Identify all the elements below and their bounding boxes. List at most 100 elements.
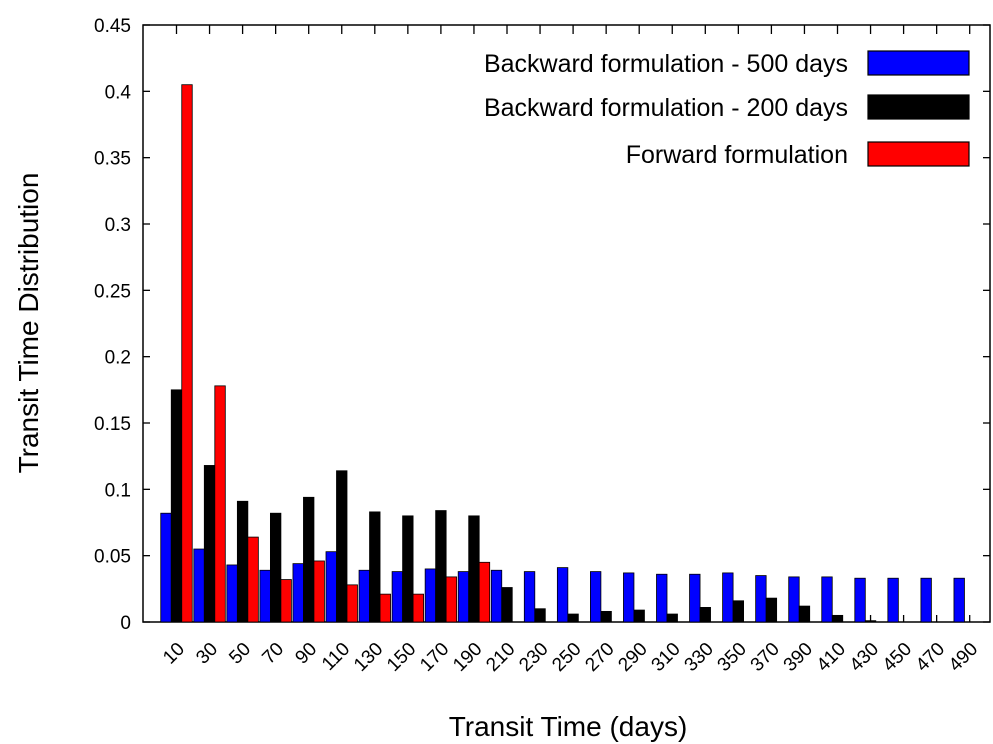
y-tick-label: 0.1 [105, 480, 131, 501]
bar-2-170 [445, 576, 458, 623]
x-tick-label: 10 [159, 639, 189, 669]
x-tick-label: 250 [548, 639, 585, 676]
bar-1-110 [336, 470, 348, 623]
bar-0-410 [821, 576, 833, 623]
legend-swatch-1 [867, 94, 970, 120]
bar-0-270 [590, 571, 602, 623]
y-axis-title: Transit Time Distribution [13, 173, 44, 474]
bar-0-290 [623, 572, 635, 623]
bar-0-390 [788, 576, 800, 623]
bar-0-470 [920, 577, 932, 623]
y-tick-label: 0.35 [94, 149, 131, 170]
bar-0-330 [689, 573, 701, 623]
x-tick-label: 450 [879, 639, 916, 676]
bar-0-90 [292, 563, 304, 623]
y-tick-label: 0.2 [105, 348, 131, 369]
y-tick-label: 0.3 [105, 215, 131, 236]
bar-1-310 [666, 613, 678, 623]
legend: Backward formulation - 500 days Backward … [484, 50, 970, 169]
x-tick-label: 390 [780, 639, 817, 676]
bar-0-370 [755, 575, 767, 623]
x-axis-title: Transit Time (days) [449, 711, 688, 742]
bar-1-410 [831, 614, 844, 623]
bar-1-150 [402, 515, 414, 623]
bar-2-10 [181, 84, 193, 623]
y-tick-label: 0.45 [94, 16, 131, 37]
x-tick-label: 90 [291, 639, 321, 669]
bar-0-130 [358, 569, 370, 623]
bar-1-130 [369, 511, 381, 623]
x-tick-label: 150 [383, 639, 420, 676]
x-tick-label: 310 [648, 639, 685, 676]
x-tick-label: 230 [515, 639, 552, 676]
x-tick-label: 490 [945, 639, 982, 676]
bar-1-50 [236, 500, 249, 623]
bar-0-190 [457, 571, 470, 623]
x-tick-label: 330 [681, 639, 718, 676]
bar-0-150 [391, 571, 404, 623]
x-tick-label: 50 [225, 639, 255, 669]
x-tick-label: 110 [318, 639, 354, 675]
bar-0-310 [656, 573, 668, 623]
x-tick-label: 410 [813, 639, 850, 676]
bar-1-10 [170, 389, 183, 623]
bar-0-430 [854, 577, 866, 623]
x-tick-label: 470 [912, 639, 949, 676]
y-tick-label: 0.25 [94, 281, 131, 302]
x-tick-label: 290 [614, 639, 651, 676]
bar-1-230 [534, 608, 546, 623]
bar-0-10 [160, 512, 172, 623]
bar-0-30 [193, 548, 205, 623]
bar-2-130 [379, 593, 391, 623]
bar-1-170 [435, 510, 447, 623]
bar-2-190 [478, 561, 491, 623]
legend-label-0: Backward formulation - 500 days [484, 50, 848, 78]
bar-0-450 [887, 577, 899, 623]
bar-1-330 [699, 607, 711, 623]
bar-1-350 [732, 600, 744, 623]
bar-1-90 [303, 496, 315, 623]
y-tick-label: 0 [120, 613, 131, 634]
bar-2-110 [346, 584, 358, 623]
bar-0-170 [424, 568, 437, 623]
x-tick-label: 350 [714, 639, 751, 676]
y-tick-label: 0.05 [94, 547, 131, 568]
bar-1-210 [501, 587, 513, 623]
bar-1-390 [798, 605, 811, 623]
x-tick-label: 190 [449, 639, 486, 676]
legend-swatch-2 [867, 141, 970, 167]
y-tick-label: 0.15 [94, 414, 131, 435]
x-tick-label: 430 [846, 639, 883, 676]
legend-swatch-0 [867, 50, 970, 76]
bar-1-250 [567, 613, 579, 623]
bar-0-210 [490, 569, 503, 623]
bar-2-150 [412, 593, 425, 623]
bar-2-90 [313, 560, 325, 623]
bar-1-70 [269, 512, 282, 623]
bar-2-70 [280, 579, 292, 623]
x-tick-label: 70 [258, 639, 288, 669]
x-tick-label: 370 [747, 639, 784, 676]
x-tick-label: 210 [482, 639, 519, 676]
bar-1-190 [468, 515, 480, 623]
bar-2-50 [247, 536, 259, 623]
bar-1-270 [600, 610, 612, 623]
x-tick-label: 170 [416, 639, 453, 676]
y-axis: 0 0.05 0.1 0.15 0.2 0.25 0.3 0.35 0.4 0.45 [94, 16, 990, 634]
bars [160, 84, 965, 623]
x-tick-label: 130 [350, 639, 387, 676]
bar-0-70 [259, 569, 271, 623]
bar-0-490 [953, 577, 965, 623]
x-tick-label: 30 [192, 639, 222, 669]
bar-2-30 [214, 385, 226, 623]
x-tick-label: 270 [581, 639, 618, 676]
bar-1-370 [765, 597, 778, 623]
bar-1-290 [633, 609, 645, 623]
bar-0-110 [325, 551, 337, 623]
bar-0-50 [226, 564, 238, 623]
legend-label-1: Backward formulation - 200 days [484, 94, 848, 122]
bar-1-430 [864, 620, 877, 623]
bar-1-30 [203, 465, 216, 623]
bar-0-230 [523, 571, 536, 623]
